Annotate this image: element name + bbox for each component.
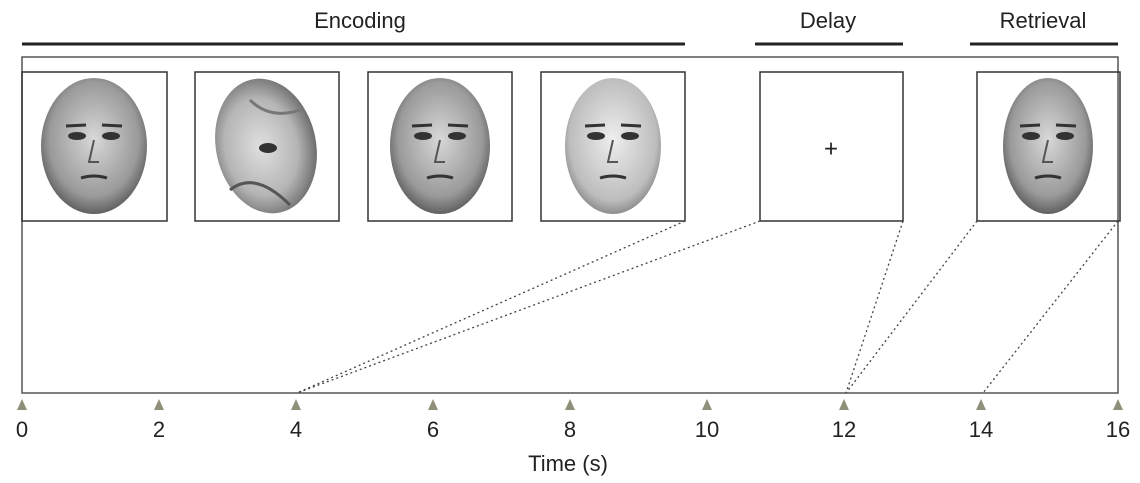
connector — [296, 220, 761, 394]
tick-label: 10 — [695, 417, 719, 442]
tick-label: 2 — [153, 417, 165, 442]
axis-label: Time (s) — [528, 451, 608, 476]
tick-label: 4 — [290, 417, 302, 442]
tick-label: 6 — [427, 417, 439, 442]
tick-label: 14 — [969, 417, 993, 442]
phase-label: Delay — [800, 8, 856, 33]
phase-label: Retrieval — [1000, 8, 1087, 33]
tick-mark — [428, 399, 438, 410]
connector — [982, 220, 1119, 394]
tick-mark — [17, 399, 27, 410]
tick-label: 8 — [564, 417, 576, 442]
tick-label: 16 — [1106, 417, 1130, 442]
tick-mark — [1113, 399, 1123, 410]
phase-label: Encoding — [314, 8, 406, 33]
connector — [296, 220, 686, 394]
tick-mark — [565, 399, 575, 410]
stimulus — [540, 71, 686, 222]
stimulus — [21, 71, 168, 222]
stimulus — [194, 71, 340, 222]
tick-mark — [839, 399, 849, 410]
tick-label: 12 — [832, 417, 856, 442]
fixation-symbol: + — [824, 135, 838, 162]
stimulus — [976, 71, 1121, 222]
stimulus — [367, 71, 513, 222]
fixation-frame — [759, 71, 904, 222]
connector — [845, 220, 978, 394]
tick-mark — [291, 399, 301, 410]
timeline-frame — [21, 56, 1119, 394]
tick-mark — [154, 399, 164, 410]
connector — [845, 220, 904, 394]
tick-mark — [702, 399, 712, 410]
tick-mark — [976, 399, 986, 410]
tick-label: 0 — [16, 417, 28, 442]
